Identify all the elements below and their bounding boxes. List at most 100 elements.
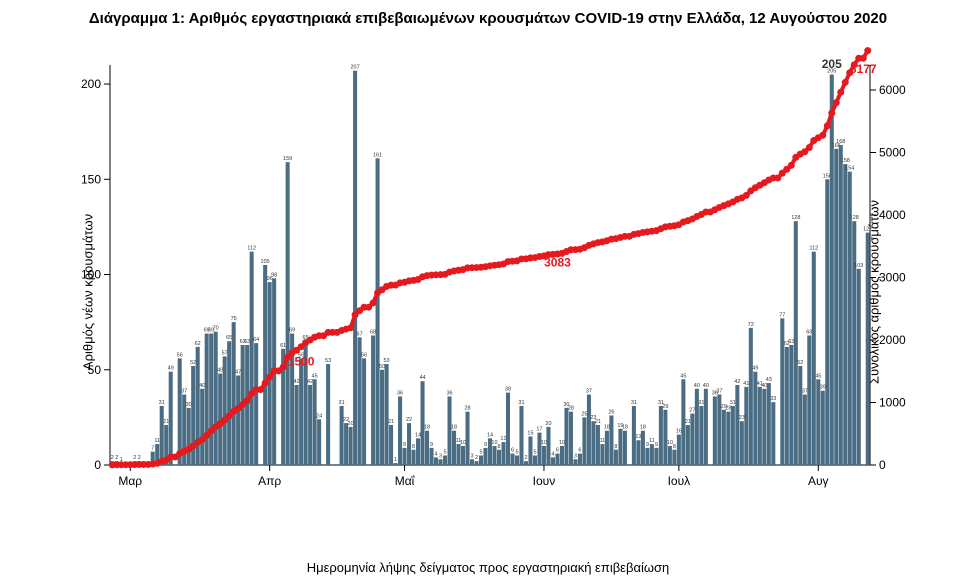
svg-text:3000: 3000 <box>879 271 906 285</box>
svg-text:5: 5 <box>515 449 518 455</box>
svg-text:31: 31 <box>339 400 345 406</box>
svg-text:57: 57 <box>222 350 228 356</box>
svg-text:48: 48 <box>217 368 223 374</box>
svg-text:18: 18 <box>622 425 628 431</box>
svg-text:98: 98 <box>271 272 277 278</box>
svg-text:2: 2 <box>475 455 478 461</box>
svg-text:18: 18 <box>451 425 457 431</box>
svg-text:122: 122 <box>863 227 872 233</box>
svg-text:10: 10 <box>460 440 466 446</box>
svg-text:36: 36 <box>397 390 403 396</box>
svg-text:207: 207 <box>350 65 359 71</box>
svg-text:62: 62 <box>195 341 201 347</box>
svg-text:21: 21 <box>595 419 601 425</box>
svg-text:37: 37 <box>716 389 722 395</box>
svg-text:56: 56 <box>361 352 367 358</box>
svg-text:11: 11 <box>154 438 160 444</box>
svg-text:112: 112 <box>247 246 256 252</box>
svg-text:24: 24 <box>316 413 322 419</box>
svg-text:112: 112 <box>809 246 818 252</box>
svg-text:56: 56 <box>177 352 183 358</box>
svg-text:8: 8 <box>673 444 676 450</box>
svg-text:6: 6 <box>556 448 559 454</box>
svg-text:4000: 4000 <box>879 208 906 222</box>
svg-text:103: 103 <box>854 263 863 269</box>
svg-text:50: 50 <box>379 364 385 370</box>
svg-text:45: 45 <box>312 373 318 379</box>
svg-text:22: 22 <box>406 417 412 423</box>
svg-text:36: 36 <box>446 390 452 396</box>
svg-text:28: 28 <box>725 406 731 412</box>
svg-text:14: 14 <box>415 432 421 438</box>
svg-text:31: 31 <box>518 400 524 406</box>
svg-text:21: 21 <box>388 419 394 425</box>
svg-text:3: 3 <box>470 453 473 459</box>
svg-text:52: 52 <box>797 360 803 366</box>
svg-text:5: 5 <box>443 449 446 455</box>
svg-text:4: 4 <box>435 451 438 457</box>
svg-text:53: 53 <box>325 358 331 364</box>
svg-text:40: 40 <box>703 383 709 389</box>
svg-text:2: 2 <box>133 455 136 461</box>
svg-text:42: 42 <box>307 379 313 385</box>
svg-text:27: 27 <box>689 408 695 414</box>
svg-text:11: 11 <box>600 438 606 444</box>
svg-text:Ιουλ: Ιουλ <box>668 474 691 488</box>
svg-text:3: 3 <box>574 453 577 459</box>
svg-text:10: 10 <box>541 440 547 446</box>
svg-text:70: 70 <box>213 326 219 332</box>
svg-text:42: 42 <box>734 379 740 385</box>
svg-text:6: 6 <box>511 448 514 454</box>
svg-text:61: 61 <box>280 343 286 349</box>
svg-text:2: 2 <box>115 455 118 461</box>
svg-text:63: 63 <box>244 339 250 345</box>
svg-text:45: 45 <box>680 373 686 379</box>
svg-text:2: 2 <box>111 455 114 461</box>
svg-text:9: 9 <box>430 442 433 448</box>
svg-text:52: 52 <box>190 360 196 366</box>
x-axis-label: Ημερομηνία λήψης δείγματος προς εργαστηρ… <box>0 560 976 575</box>
svg-text:150: 150 <box>81 172 101 186</box>
svg-text:18: 18 <box>424 425 430 431</box>
svg-text:16: 16 <box>676 429 682 435</box>
svg-text:21: 21 <box>685 419 691 425</box>
svg-text:21: 21 <box>163 419 169 425</box>
svg-text:37: 37 <box>586 389 592 395</box>
svg-text:23: 23 <box>739 415 745 421</box>
svg-text:31: 31 <box>698 400 704 406</box>
svg-text:28: 28 <box>464 406 470 412</box>
svg-text:50: 50 <box>88 363 102 377</box>
svg-text:72: 72 <box>748 322 754 328</box>
svg-text:18: 18 <box>604 425 610 431</box>
svg-text:26: 26 <box>608 409 614 415</box>
svg-text:6: 6 <box>578 448 581 454</box>
svg-text:Απρ: Απρ <box>258 474 281 488</box>
svg-text:41: 41 <box>743 381 749 387</box>
svg-text:1: 1 <box>394 457 397 463</box>
svg-text:3: 3 <box>439 453 442 459</box>
chart-title: Διάγραμμα 1: Αριθμός εργαστηριακά επιβεβ… <box>0 10 976 27</box>
svg-text:100: 100 <box>81 268 101 282</box>
svg-text:18: 18 <box>640 425 646 431</box>
svg-text:29: 29 <box>662 404 668 410</box>
svg-text:44: 44 <box>419 375 425 381</box>
svg-text:12: 12 <box>500 436 506 442</box>
svg-text:68: 68 <box>806 329 812 335</box>
svg-text:Ιουν: Ιουν <box>533 474 556 488</box>
svg-text:2: 2 <box>524 455 527 461</box>
svg-text:2000: 2000 <box>879 333 906 347</box>
svg-text:28: 28 <box>568 406 574 412</box>
svg-text:9: 9 <box>655 442 658 448</box>
svg-text:7: 7 <box>151 446 154 452</box>
svg-text:128: 128 <box>850 215 859 221</box>
svg-text:65: 65 <box>226 335 232 341</box>
svg-text:15: 15 <box>527 430 533 436</box>
svg-text:6000: 6000 <box>879 83 906 97</box>
svg-text:64: 64 <box>253 337 259 343</box>
svg-text:Μαΐ: Μαΐ <box>395 474 416 488</box>
svg-text:8: 8 <box>497 444 500 450</box>
svg-text:53: 53 <box>384 358 390 364</box>
svg-text:40: 40 <box>694 383 700 389</box>
svg-text:68: 68 <box>370 329 376 335</box>
svg-text:38: 38 <box>505 387 511 393</box>
